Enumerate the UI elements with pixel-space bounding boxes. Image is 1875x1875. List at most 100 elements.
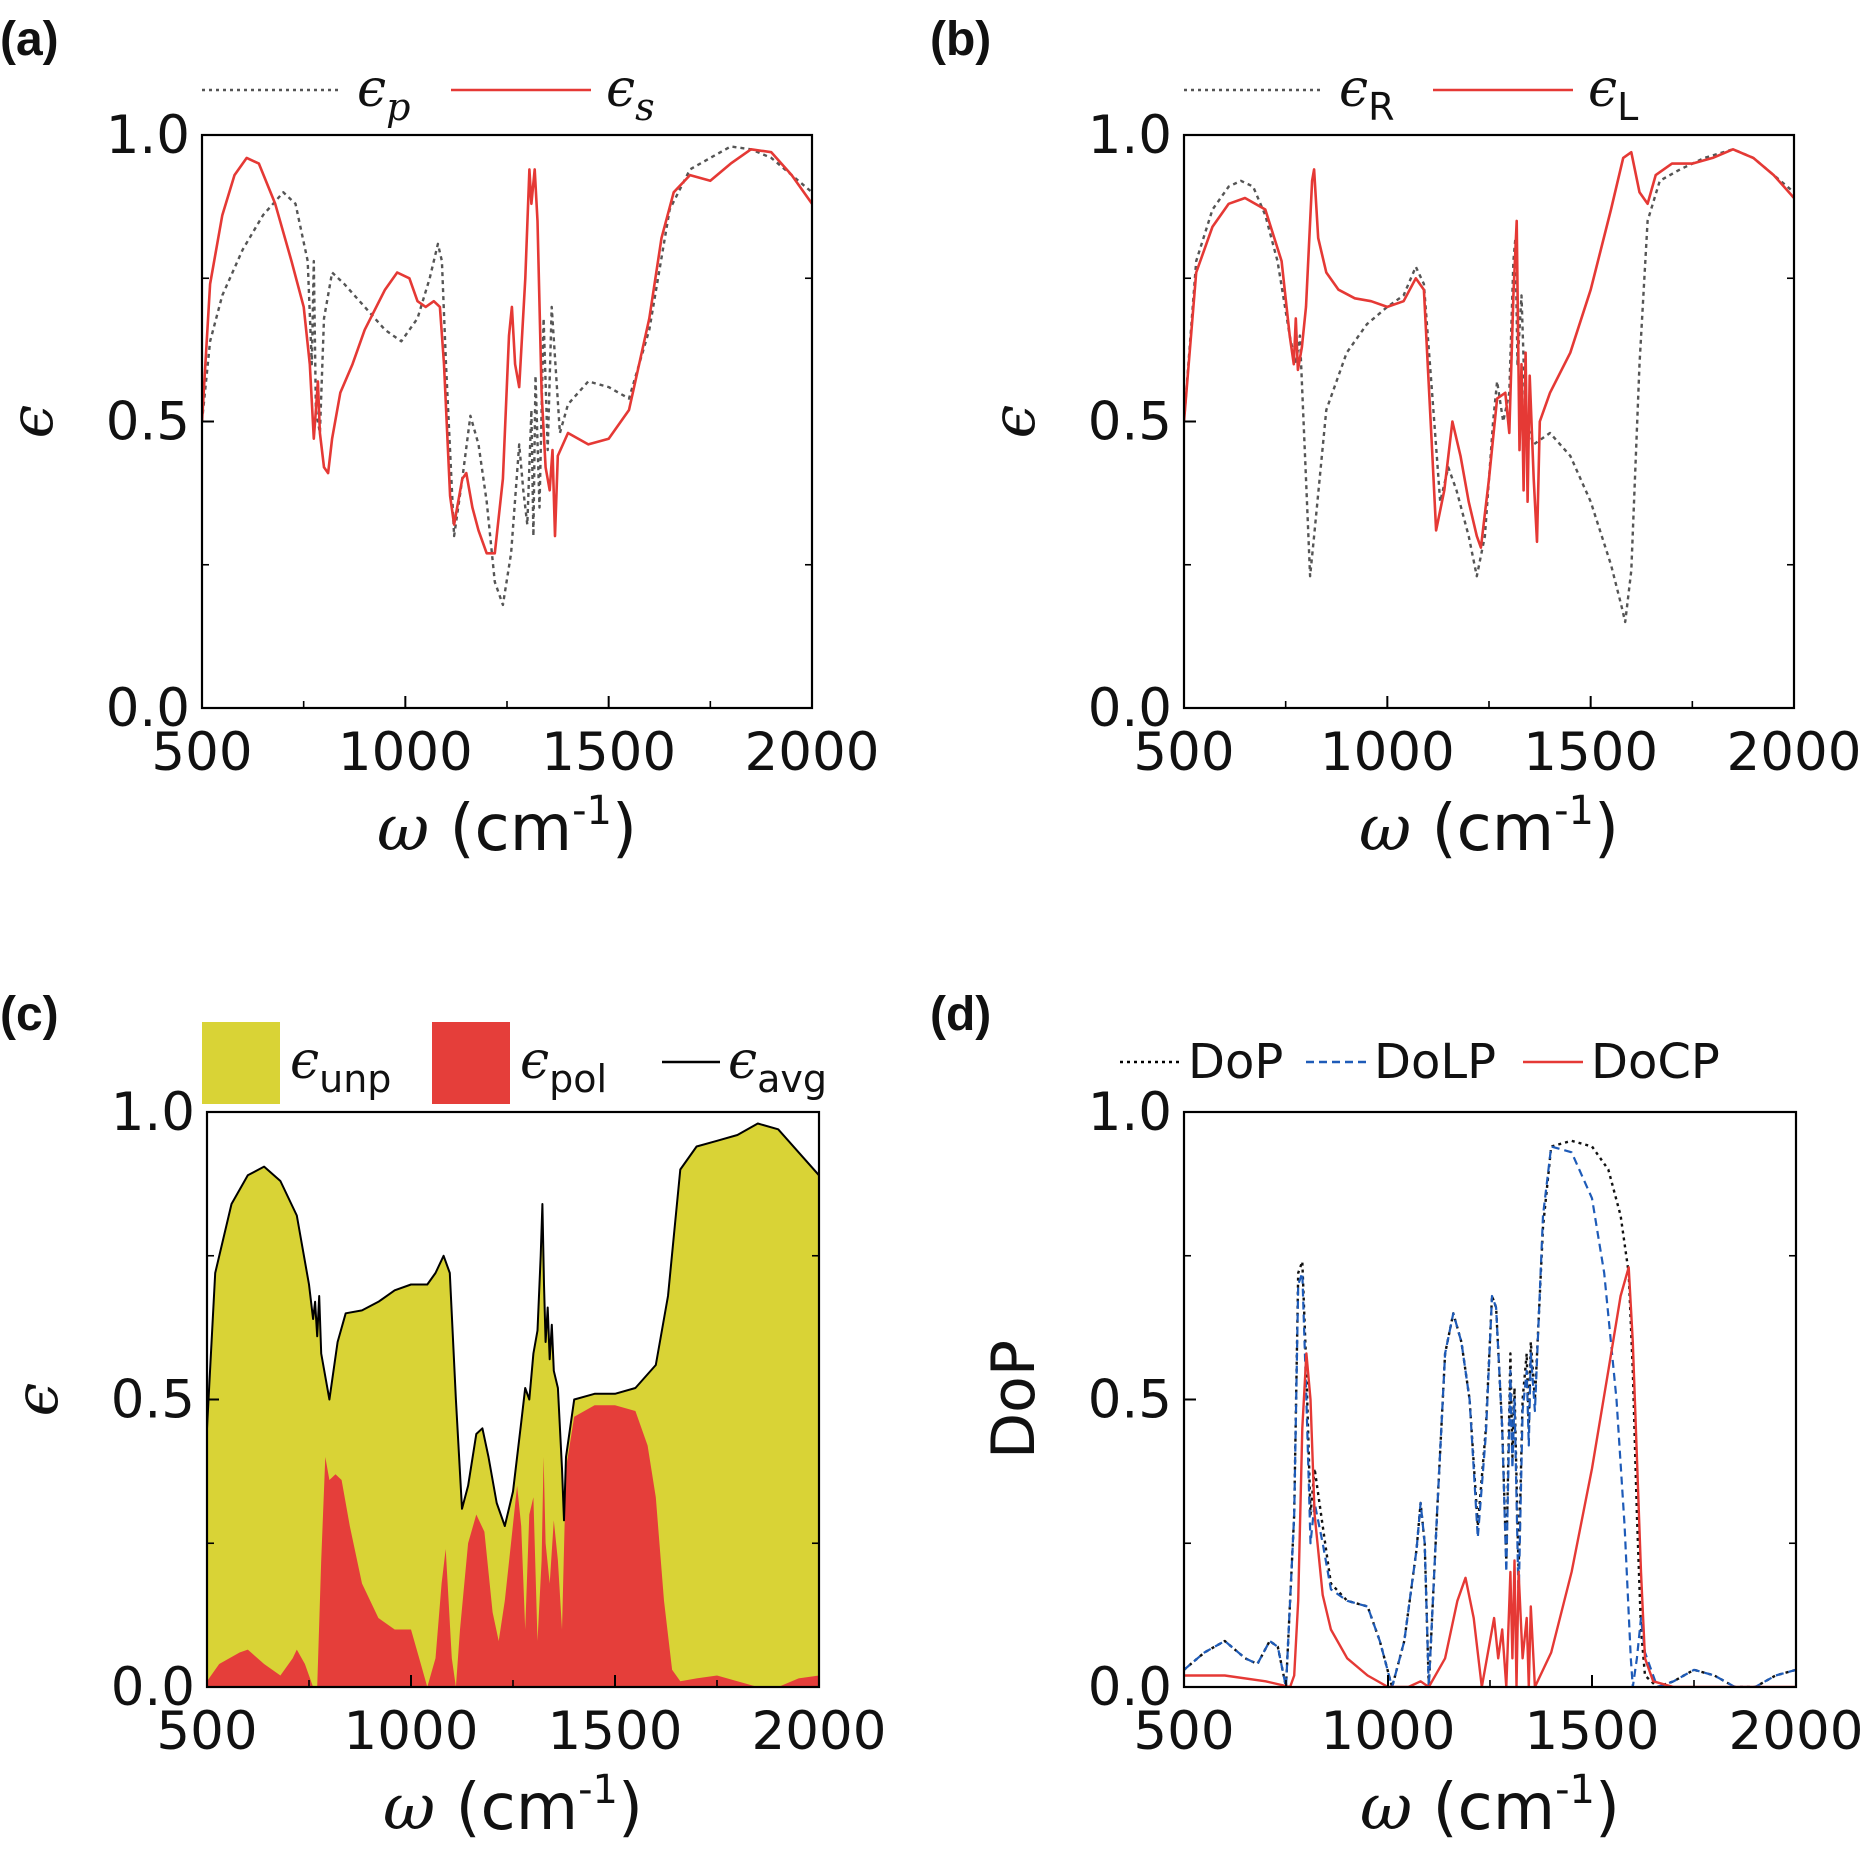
legend-symbol: ϵ	[357, 59, 386, 119]
x-tick-label: 2000	[745, 722, 880, 783]
x-axis-title: ω (cm-1)	[383, 1767, 643, 1845]
y-axis-title: ϵ	[979, 405, 1049, 439]
x-tick-label: 1000	[1321, 1701, 1456, 1762]
legend-label: ϵs	[606, 59, 655, 129]
legend-symbol: ϵ	[290, 1031, 319, 1091]
x-axis-exponent: -1	[578, 1767, 618, 1813]
plot-frame	[1182, 133, 1796, 710]
panel-label: (d)	[930, 988, 991, 1041]
x-tick-label: 500	[1133, 1701, 1234, 1762]
legend-subscript: avg	[757, 1057, 827, 1101]
legend: ϵunp ϵpol ϵavg	[202, 1022, 827, 1104]
legend-label: ϵR	[1339, 59, 1395, 129]
legend-entry: ϵR	[1184, 59, 1395, 129]
legend-entry: ϵavg	[662, 1031, 827, 1101]
legend-symbol: ϵ	[606, 59, 635, 119]
series-line-DoP	[1184, 1139, 1796, 1687]
legend-subscript: unp	[319, 1057, 391, 1101]
y-axis-title: ϵ	[2, 1383, 72, 1417]
legend: DoP DoLP DoCP	[1120, 1034, 1720, 1090]
y-tick-label: 0.5	[1088, 392, 1172, 453]
x-axis-exponent: -1	[1555, 1767, 1595, 1813]
area-ϵunp	[207, 1123, 819, 1687]
y-axis-title: ϵ	[0, 405, 67, 439]
plot-frame	[200, 133, 814, 710]
x-axis-space	[1411, 792, 1431, 866]
y-tick-label: 0.0	[111, 1657, 195, 1718]
legend-subscript: R	[1368, 85, 1394, 129]
x-axis-title: ω (cm-1)	[1360, 1767, 1620, 1845]
x-tick-label: 500	[156, 1701, 257, 1762]
series-line-DoLP	[1184, 1145, 1796, 1687]
plot-area	[1184, 1139, 1796, 1687]
plot-frame	[1182, 1110, 1798, 1689]
panel-label: (a)	[0, 13, 59, 66]
x-tick-label: 1000	[1320, 722, 1455, 783]
x-tick-label: 2000	[752, 1701, 887, 1762]
x-axis-close: )	[1595, 1771, 1620, 1845]
legend-subscript: pol	[549, 1057, 607, 1101]
x-axis-exponent: -1	[1554, 788, 1594, 834]
series-line-ϵs	[202, 148, 812, 555]
legend-swatch	[432, 1022, 510, 1104]
x-axis-unit: (cm	[1433, 1771, 1556, 1845]
y-axis-title: DoP	[979, 1340, 1049, 1459]
y-tick-label: 0.0	[106, 678, 190, 739]
legend: ϵR ϵL	[1184, 59, 1638, 129]
x-axis-unit: (cm	[456, 1771, 579, 1845]
y-tick-label: 1.0	[1088, 105, 1172, 166]
legend-swatch	[202, 1022, 280, 1104]
legend-label: DoLP	[1374, 1034, 1496, 1090]
plot-area	[202, 145, 812, 607]
panel-label: (b)	[930, 13, 991, 66]
legend-subscript: p	[386, 85, 410, 129]
x-tick-label: 2000	[1729, 1701, 1864, 1762]
series-line-ϵp	[202, 145, 812, 607]
x-axis-unit: (cm	[450, 792, 573, 866]
series-line-ϵavg	[207, 1122, 819, 1527]
legend-entry: ϵp	[202, 59, 410, 129]
legend-label: DoCP	[1591, 1034, 1720, 1090]
panel-d: 500 1000 1500 2000 0.0 0.5 1.0 (d) DoP ω (cm-1) Do…	[930, 988, 1863, 1845]
legend-label: ϵavg	[728, 1031, 827, 1101]
x-tick-label: 1500	[541, 722, 676, 783]
legend-symbol: ϵ	[520, 1031, 549, 1091]
x-axis-close: )	[612, 792, 637, 866]
plot-area	[207, 1122, 819, 1687]
x-axis-space	[429, 792, 449, 866]
x-axis-close: )	[1594, 792, 1619, 866]
x-axis-unit: (cm	[1432, 792, 1555, 866]
legend-entry: ϵs	[451, 59, 655, 129]
legend-label: ϵL	[1588, 59, 1638, 129]
x-axis-symbol: ω	[377, 792, 429, 866]
y-tick-label: 0.0	[1088, 1657, 1172, 1718]
legend-entry: ϵL	[1433, 59, 1638, 129]
y-tick-label: 0.0	[1088, 678, 1172, 739]
legend-symbol: ϵ	[1339, 59, 1368, 119]
x-axis-close: )	[618, 1771, 643, 1845]
legend-entry: ϵpol	[432, 1022, 607, 1104]
x-tick-label: 500	[151, 722, 252, 783]
y-tick-label: 0.5	[1088, 1370, 1172, 1431]
y-tick-label: 1.0	[106, 105, 190, 166]
series-line-ϵR	[1184, 148, 1794, 624]
x-axis-symbol: ω	[383, 1771, 435, 1845]
panel-label: (c)	[0, 988, 59, 1041]
x-tick-label: 1500	[1523, 722, 1658, 783]
x-axis-space	[1412, 1771, 1432, 1845]
x-axis-symbol: ω	[1359, 792, 1411, 866]
legend: ϵp ϵs	[202, 59, 655, 129]
legend-entry: DoLP	[1306, 1034, 1496, 1090]
legend-label: DoP	[1188, 1034, 1283, 1090]
y-tick-label: 0.5	[111, 1370, 195, 1431]
series-line-DoCP	[1184, 1266, 1796, 1687]
y-tick-label: 0.5	[106, 392, 190, 453]
y-tick-label: 1.0	[1088, 1082, 1172, 1143]
legend-label: ϵunp	[290, 1031, 391, 1101]
legend-subscript: s	[635, 85, 655, 129]
x-axis-symbol: ω	[1360, 1771, 1412, 1845]
legend-entry: DoCP	[1523, 1034, 1720, 1090]
